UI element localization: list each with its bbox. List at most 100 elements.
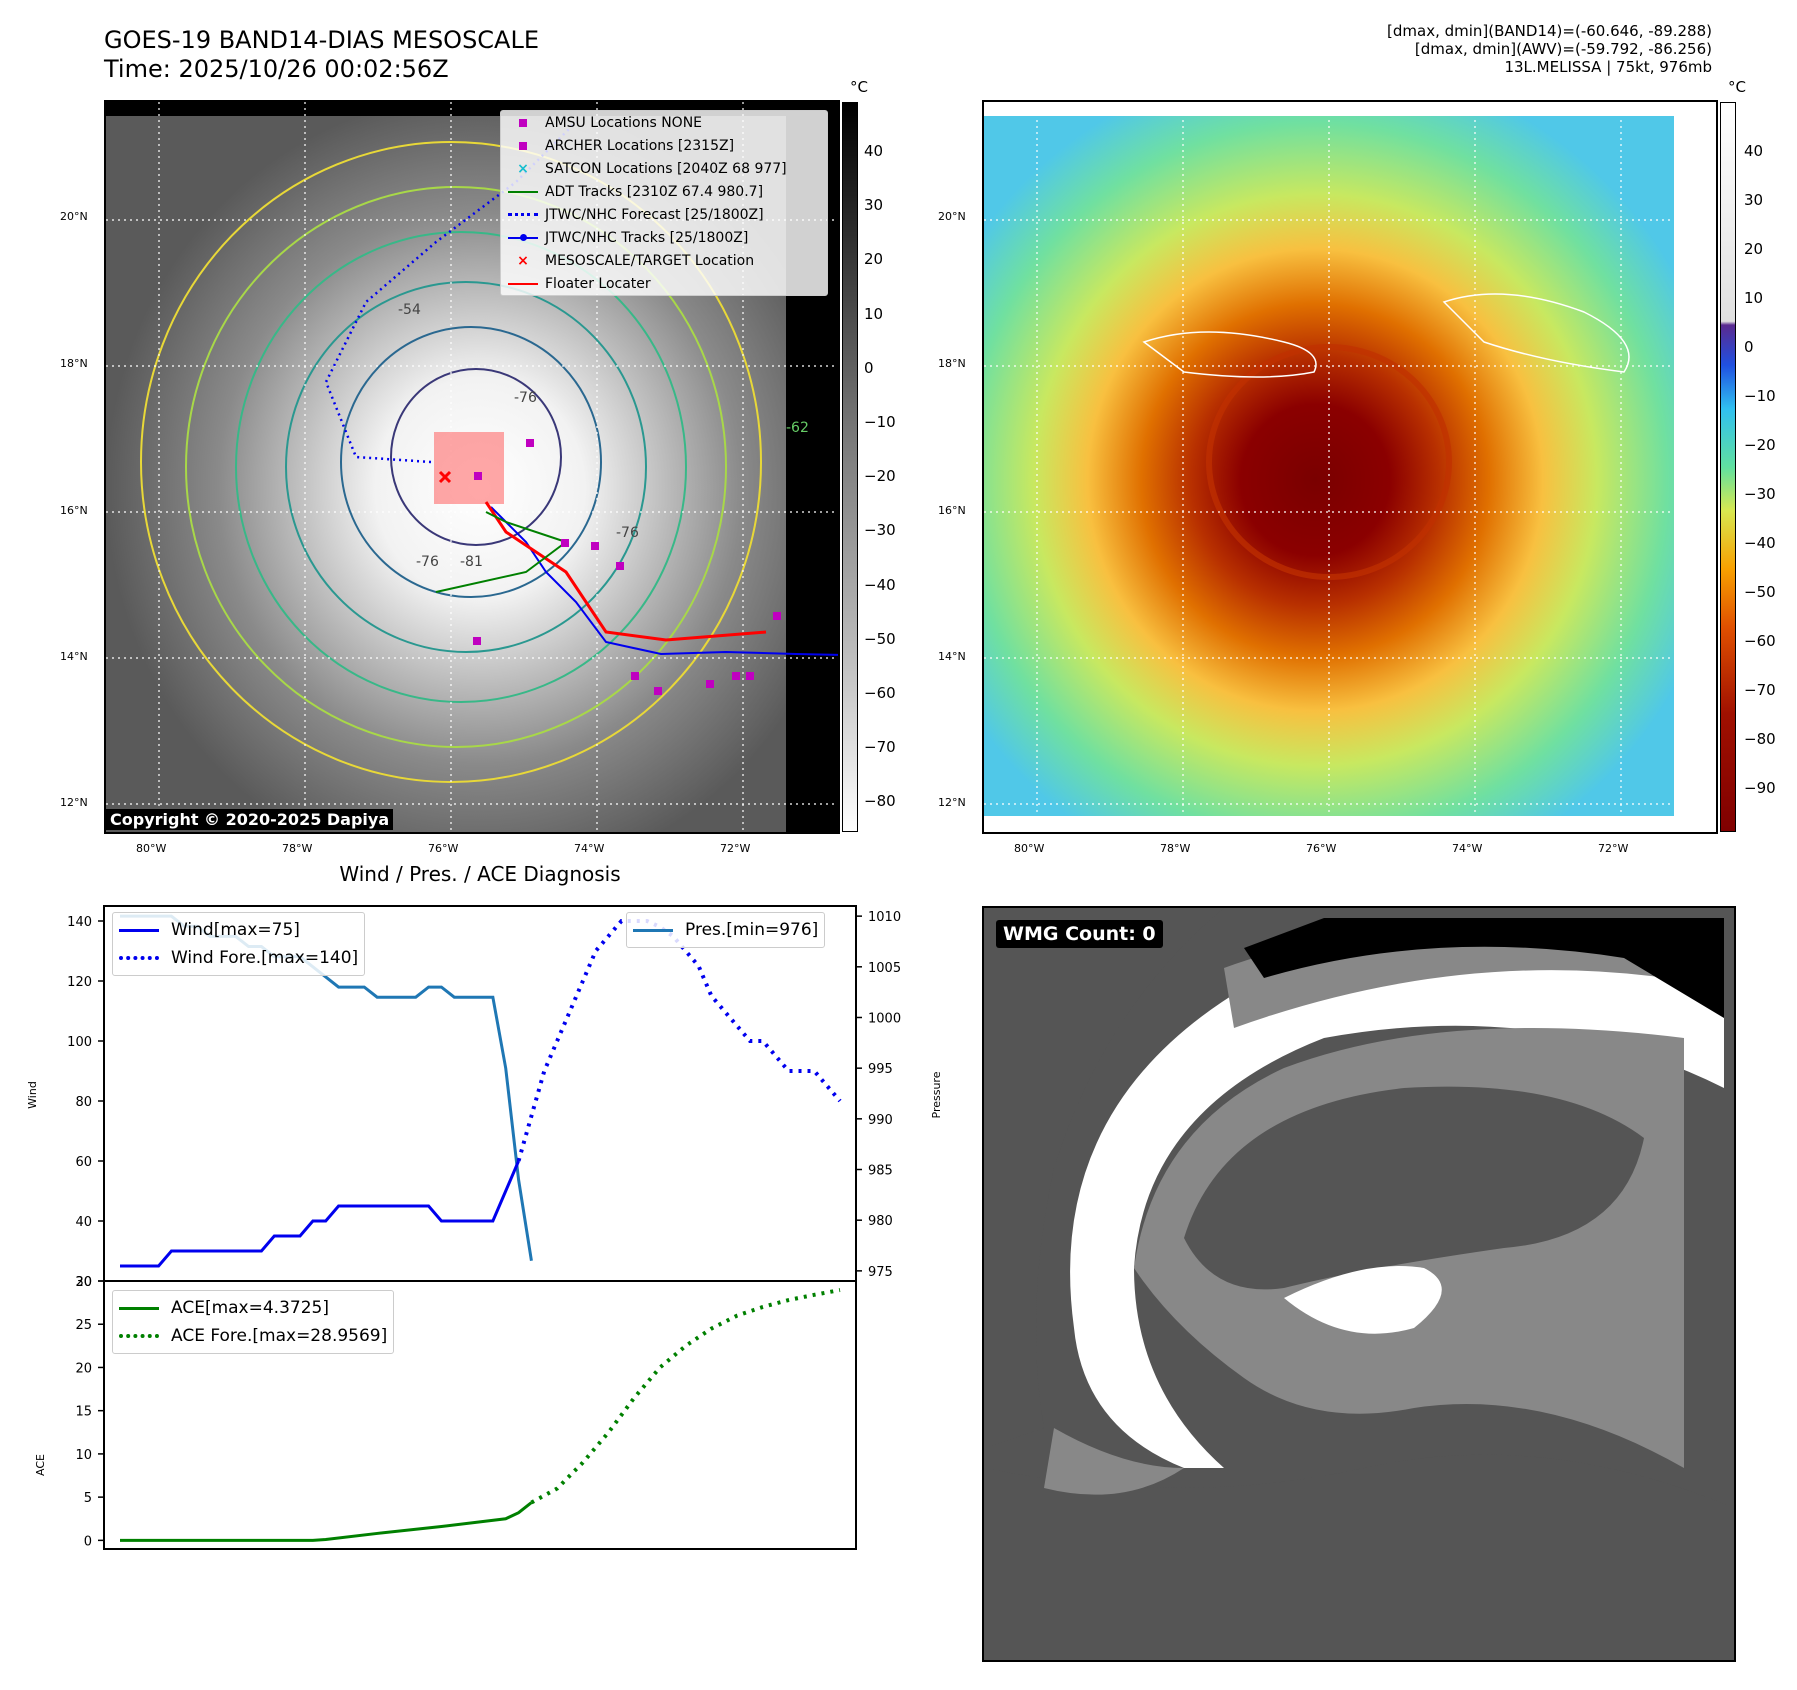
lon-label: 74°W [574,842,605,855]
colorbar-tick: −50 [1744,583,1776,601]
colorbar-tick: −80 [864,792,896,811]
pressure-tick-label: 980 [868,1214,893,1229]
contour-label: -76 [616,525,639,541]
legend-entry: ARCHER Locations [2315Z] [501,134,827,157]
ace-tick-label: 25 [75,1318,92,1333]
lon-label: 74°W [1452,842,1483,855]
lat-label: 16°N [938,504,966,517]
solid-line-icon [633,928,673,932]
colorbar-tick: 0 [864,358,874,377]
color-colorbar [1720,102,1736,832]
legend-entry: ADT Tracks [2310Z 67.4 980.7] [501,180,827,203]
solid-line-icon [501,190,545,193]
colorbar-unit: °C [1728,78,1746,96]
colorbar-tick: −20 [864,467,896,486]
legend-entry: Wind Fore.[max=140] [119,944,358,972]
solid-line-icon [501,282,545,285]
colorbar-tick: 40 [864,142,884,160]
lat-label: 16°N [60,504,88,517]
lon-label: 78°W [282,842,313,855]
dotted-line-icon [119,956,159,960]
wind-axis-label: Wind [26,1081,39,1109]
info-band14: [dmax, dmin](BAND14)=(-60.646, -89.288) [1387,22,1712,40]
colorbar-tick: −50 [864,629,896,648]
pressure-tick-label: 1000 [868,1011,901,1026]
wind-tick-label: 140 [67,915,92,930]
lat-label: 20°N [938,210,966,223]
lon-label: 76°W [1306,842,1337,855]
colorbar-tick: 10 [864,304,884,323]
lon-label: 72°W [720,842,751,855]
ace-tick-label: 20 [75,1361,92,1376]
pressure-tick-label: 1005 [868,961,901,976]
pressure-tick-label: 985 [868,1164,893,1179]
ace-tick-label: 15 [75,1405,92,1420]
pressure-tick-label: 1010 [868,910,901,925]
colorbar-tick: −10 [1744,387,1776,405]
colorbar-tick: −40 [864,575,896,594]
legend-entry: JTWC/NHC Tracks [25/1800Z] [501,226,827,249]
colorbar-tick: 30 [864,196,884,215]
lon-label: 80°W [136,842,167,855]
legend-entry: ACE Fore.[max=28.9569] [119,1322,387,1350]
ir-gray-map: -54 -76 -81 -76 -76 -62 Copyright © 2020… [104,100,840,834]
colorbar-tick: −10 [864,413,896,431]
dotted-line-icon [119,1334,159,1338]
legend-entry: Wind[max=75] [119,916,358,944]
colorbar-tick: −70 [864,738,896,757]
copyright-label: Copyright © 2020-2025 Dapiya [106,809,394,830]
legend-entry: JTWC/NHC Forecast [25/1800Z] [501,203,827,226]
ace-line [120,1501,533,1542]
lat-label: 12°N [60,796,88,809]
pressure-tick-label: 975 [868,1265,893,1280]
lat-label: 18°N [938,357,966,370]
colorbar-tick: −40 [1744,534,1776,552]
pressure-axis: 1010 1005 1000 995 990 985 980 975 [856,910,901,1280]
ir-color-map [982,100,1718,834]
legend-entry: ACE[max=4.3725] [119,1294,387,1322]
pressure-axis-label: Pressure [930,1071,943,1118]
colorbar-tick: −30 [864,521,896,540]
wind-line [120,1160,520,1268]
figure-info: [dmax, dmin](BAND14)=(-60.646, -89.288) … [1387,22,1712,76]
map-legend: AMSU Locations NONE ARCHER Locations [23… [500,110,828,296]
lat-label: 18°N [60,357,88,370]
colorbar-tick: −60 [864,684,896,702]
contour-label: -54 [398,302,421,318]
wind-forecast-line [516,919,842,1162]
ace-axes-frame [103,1280,857,1550]
wind-tick-label: 120 [67,975,92,990]
colorbar-tick: −90 [1744,779,1776,797]
wind-tick-label: 40 [75,1215,92,1230]
contour-label: -76 [416,554,439,570]
colorbar-tick: 10 [1744,289,1764,307]
square-marker-icon [501,118,545,127]
colorbar-tick: −60 [1744,632,1776,650]
lat-label: 12°N [938,796,966,809]
gray-colorbar [842,102,858,832]
legend-entry: Pres.[min=976] [633,916,818,944]
pressure-legend: Pres.[min=976] [626,912,826,948]
ace-tick-label: 10 [75,1448,92,1463]
lon-label: 78°W [1160,842,1191,855]
wind-tick-label: 20 [75,1275,92,1290]
x-marker-icon: × [517,160,529,177]
x-marker-icon: × [517,252,529,269]
colorbar-tick: −30 [1744,485,1776,503]
series-lines [120,914,842,1542]
contour-label: -76 [514,390,537,406]
wmg-image [984,908,1734,1660]
ace-axis-label: ACE [34,1454,47,1476]
ace-legend: ACE[max=4.3725] ACE Fore.[max=28.9569] [112,1290,395,1354]
wind-legend: Wind[max=75] Wind Fore.[max=140] [112,912,366,976]
wmg-panel: WMG Count: 0 [982,906,1736,1662]
ir-color-map-canvas [984,102,1716,832]
wind-tick-label: 100 [67,1035,92,1050]
legend-entry: AMSU Locations NONE [501,111,827,134]
line-dot-icon [501,233,545,241]
info-awv: [dmax, dmin](AWV)=(-59.792, -86.256) [1414,40,1712,58]
ace-tick-label: 30 [75,1275,92,1290]
pressure-tick-label: 990 [868,1113,893,1128]
lon-label: 72°W [1598,842,1629,855]
solid-line-icon [119,1306,159,1310]
